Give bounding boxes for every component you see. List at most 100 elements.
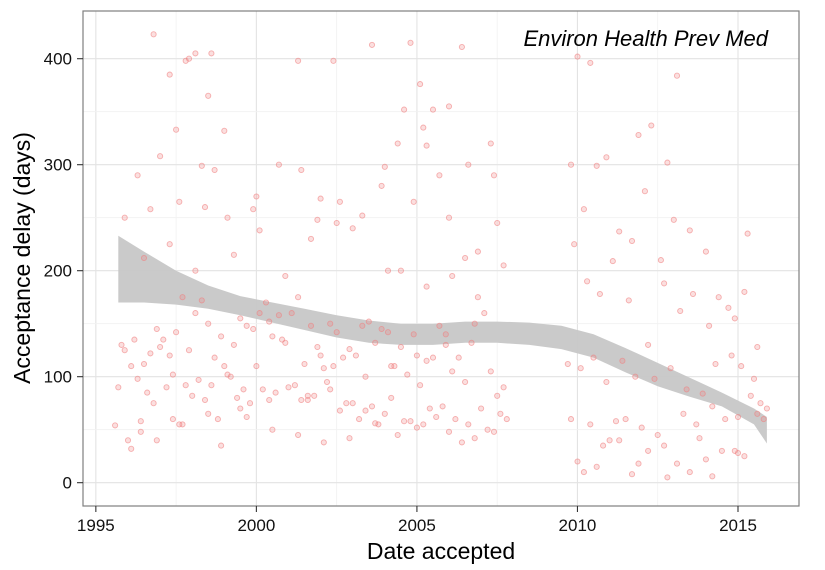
chart-title: Environ Health Prev Med: [523, 26, 768, 51]
data-point: [295, 57, 302, 64]
data-point: [192, 50, 199, 57]
data-point: [500, 262, 507, 269]
data-point: [253, 363, 260, 370]
data-point: [442, 331, 449, 338]
data-point: [349, 400, 356, 407]
data-point: [179, 294, 186, 301]
data-point: [401, 106, 408, 113]
smooth-confidence-band: [118, 235, 767, 444]
data-point: [224, 371, 231, 378]
data-point: [234, 394, 241, 401]
data-point: [160, 336, 167, 343]
data-point: [173, 126, 180, 133]
data-point: [388, 363, 395, 370]
data-point: [166, 71, 173, 78]
data-point: [407, 39, 414, 46]
data-point: [368, 41, 376, 48]
data-point: [722, 416, 729, 423]
data-point: [118, 341, 125, 348]
data-point: [240, 386, 247, 393]
data-point: [128, 363, 135, 370]
data-point: [285, 384, 292, 391]
data-point: [423, 357, 430, 364]
data-point: [343, 400, 350, 407]
data-point: [478, 405, 485, 412]
data-point: [256, 227, 263, 234]
data-point: [593, 463, 600, 470]
data-point: [481, 310, 488, 317]
data-point: [445, 428, 453, 435]
data-point: [266, 396, 273, 404]
data-point: [603, 378, 610, 386]
data-point: [262, 299, 270, 306]
y-tick-label: 0: [63, 474, 72, 493]
data-point: [696, 435, 703, 442]
data-point: [734, 449, 742, 457]
data-point: [157, 343, 164, 351]
data-point: [250, 206, 257, 213]
data-point: [760, 416, 767, 423]
data-point: [214, 416, 221, 423]
data-point: [603, 154, 610, 161]
plot-panel: [83, 11, 799, 506]
data-point: [153, 437, 160, 444]
data-point: [137, 428, 144, 435]
data-point: [362, 407, 369, 414]
data-point: [134, 172, 141, 179]
data-point: [388, 394, 395, 401]
data-point: [323, 378, 331, 386]
data-point: [651, 375, 658, 382]
data-point: [397, 267, 404, 274]
data-point: [664, 159, 671, 166]
data-point: [384, 267, 392, 274]
data-point: [179, 421, 186, 428]
data-point: [192, 267, 199, 274]
data-point: [166, 352, 173, 359]
data-point: [205, 92, 212, 99]
data-point: [378, 325, 385, 333]
data-point: [137, 418, 144, 425]
data-point: [468, 339, 475, 346]
data-point: [709, 473, 716, 480]
data-point: [593, 162, 600, 169]
data-point: [426, 405, 433, 412]
data-point: [455, 354, 462, 361]
x-tick-label: 2000: [237, 516, 275, 535]
data-point: [330, 363, 337, 370]
data-point: [686, 227, 693, 234]
data-point: [221, 127, 228, 134]
data-point: [635, 460, 642, 467]
data-point: [304, 392, 311, 399]
data-point: [503, 416, 510, 423]
x-tick-label: 2010: [559, 516, 597, 535]
data-point: [567, 416, 575, 423]
data-point: [587, 421, 594, 428]
data-point: [195, 376, 202, 383]
data-point: [169, 371, 176, 378]
data-point: [372, 420, 379, 427]
data-point: [250, 325, 257, 333]
data-point: [230, 251, 237, 258]
data-point: [683, 386, 690, 393]
data-point: [327, 386, 334, 393]
data-point: [304, 396, 311, 404]
data-point: [680, 410, 687, 417]
data-point: [176, 198, 183, 205]
data-point: [198, 162, 205, 169]
data-point: [452, 416, 459, 423]
data-point: [747, 392, 754, 399]
data-point: [401, 418, 408, 425]
data-point: [378, 182, 385, 189]
data-point: [564, 360, 571, 368]
data-point: [243, 413, 250, 421]
data-point: [474, 248, 481, 255]
data-point: [185, 347, 193, 354]
confidence-band: [118, 235, 767, 444]
data-point: [295, 431, 302, 439]
data-point: [307, 235, 315, 242]
data-point: [413, 352, 420, 359]
data-point: [449, 368, 456, 375]
data-point: [375, 421, 382, 428]
data-point: [433, 413, 440, 421]
data-point: [420, 421, 427, 428]
